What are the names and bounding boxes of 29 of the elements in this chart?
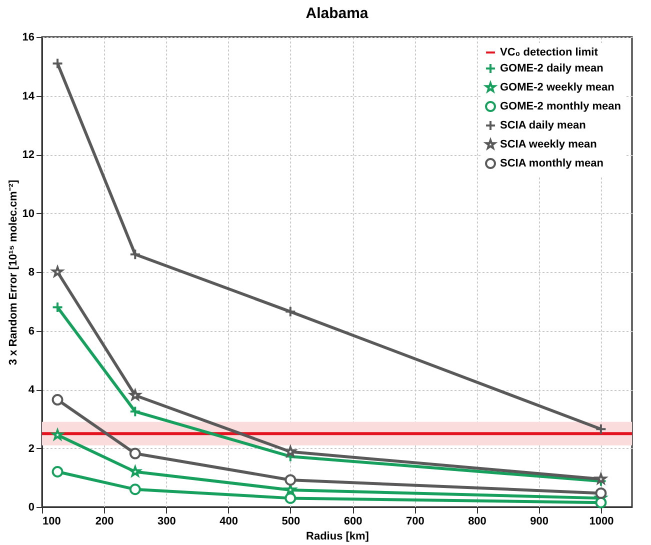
y-tick-label: 14 bbox=[22, 90, 36, 102]
x-tick-label: 600 bbox=[344, 516, 362, 528]
y-tick-label: 10 bbox=[22, 208, 34, 220]
x-tick-label: 700 bbox=[406, 516, 424, 528]
y-tick-label: 2 bbox=[28, 442, 34, 455]
y-tick-label: 16 bbox=[22, 32, 34, 44]
x-tick-label: 800 bbox=[468, 516, 486, 528]
y-tick-label: 6 bbox=[28, 325, 34, 338]
legend-label: GOME-2 weekly mean bbox=[500, 82, 615, 94]
y-tick-label: 8 bbox=[28, 266, 34, 278]
y-tick-label: 12 bbox=[22, 149, 34, 161]
x-tick-label: 100 bbox=[42, 516, 61, 528]
legend-label: SCIA monthly mean bbox=[500, 158, 604, 170]
x-tick-label: 400 bbox=[220, 516, 238, 528]
x-tick-label: 300 bbox=[158, 516, 176, 528]
y-tick-label: 0 bbox=[28, 502, 34, 514]
legend-label: VC₀ detection limit bbox=[500, 46, 598, 58]
x-tick-label: 200 bbox=[95, 516, 114, 528]
x-tick-label: 900 bbox=[530, 516, 549, 528]
legend-label: GOME-2 monthly mean bbox=[500, 100, 622, 112]
legend-label: SCIA weekly mean bbox=[500, 138, 598, 150]
y-tick-label: 4 bbox=[28, 384, 36, 396]
legend-label: SCIA daily mean bbox=[500, 120, 586, 132]
y-axis-title: 3 x Random Error [10¹⁵ molec.cm⁻²] bbox=[7, 180, 20, 366]
x-tick-label: 500 bbox=[282, 516, 300, 528]
x-tick-label: 1000 bbox=[589, 516, 614, 528]
chart-title: Alabama bbox=[306, 5, 369, 22]
x-axis-title: Radius [km] bbox=[306, 530, 370, 542]
legend-label: GOME-2 daily mean bbox=[500, 62, 604, 74]
